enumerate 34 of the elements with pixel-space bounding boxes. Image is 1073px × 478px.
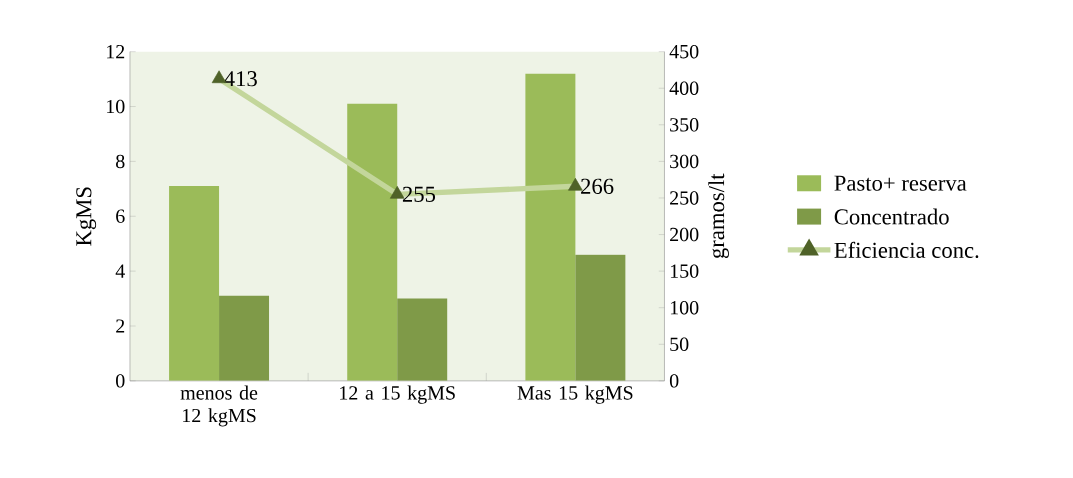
legend-label: Concentrado [834, 208, 949, 225]
bar [575, 254, 626, 381]
legend-label: Eficiencia conc. [834, 241, 979, 259]
data-label: 255 [402, 186, 436, 203]
y-tick-label: 2 [116, 319, 125, 333]
y2-tick-label: 0 [669, 374, 679, 388]
y2-tick-label: 250 [670, 191, 699, 205]
y-tick-label: 4 [115, 264, 125, 278]
data-label: 413 [224, 71, 257, 87]
y2-tick-label: 100 [670, 301, 699, 315]
bar [525, 73, 576, 381]
bar [219, 295, 270, 381]
bar [347, 103, 398, 381]
y-tick-label: 12 [107, 45, 125, 59]
y2-tick-label: 300 [670, 154, 699, 169]
y-tick-label: 0 [116, 374, 125, 388]
x-tick-label: Mas 15 kgMS [517, 385, 633, 404]
bar [169, 186, 220, 381]
y2-tick-label: 50 [670, 337, 689, 352]
y2-tick-label: 350 [670, 118, 699, 132]
y-tick-label: 10 [107, 99, 125, 114]
y2-tick-label: 400 [669, 81, 699, 96]
y2-axis-title: gramos/lt [708, 173, 729, 259]
y-axis-title: KgMS [76, 187, 97, 246]
y2-tick-label: 450 [669, 44, 699, 59]
data-label: 266 [581, 178, 614, 194]
x-tick-label: menos de 12 kgMS [180, 385, 258, 427]
y-tick-label: 6 [116, 209, 125, 224]
bar [397, 298, 448, 381]
legend-label: Pasto+ reserva [834, 175, 967, 191]
y2-tick-label: 200 [670, 227, 699, 242]
y2-tick-label: 150 [670, 264, 699, 278]
x-tick-label: 12 a 15 kgMS [340, 385, 455, 404]
y-tick-label: 8 [116, 154, 125, 169]
